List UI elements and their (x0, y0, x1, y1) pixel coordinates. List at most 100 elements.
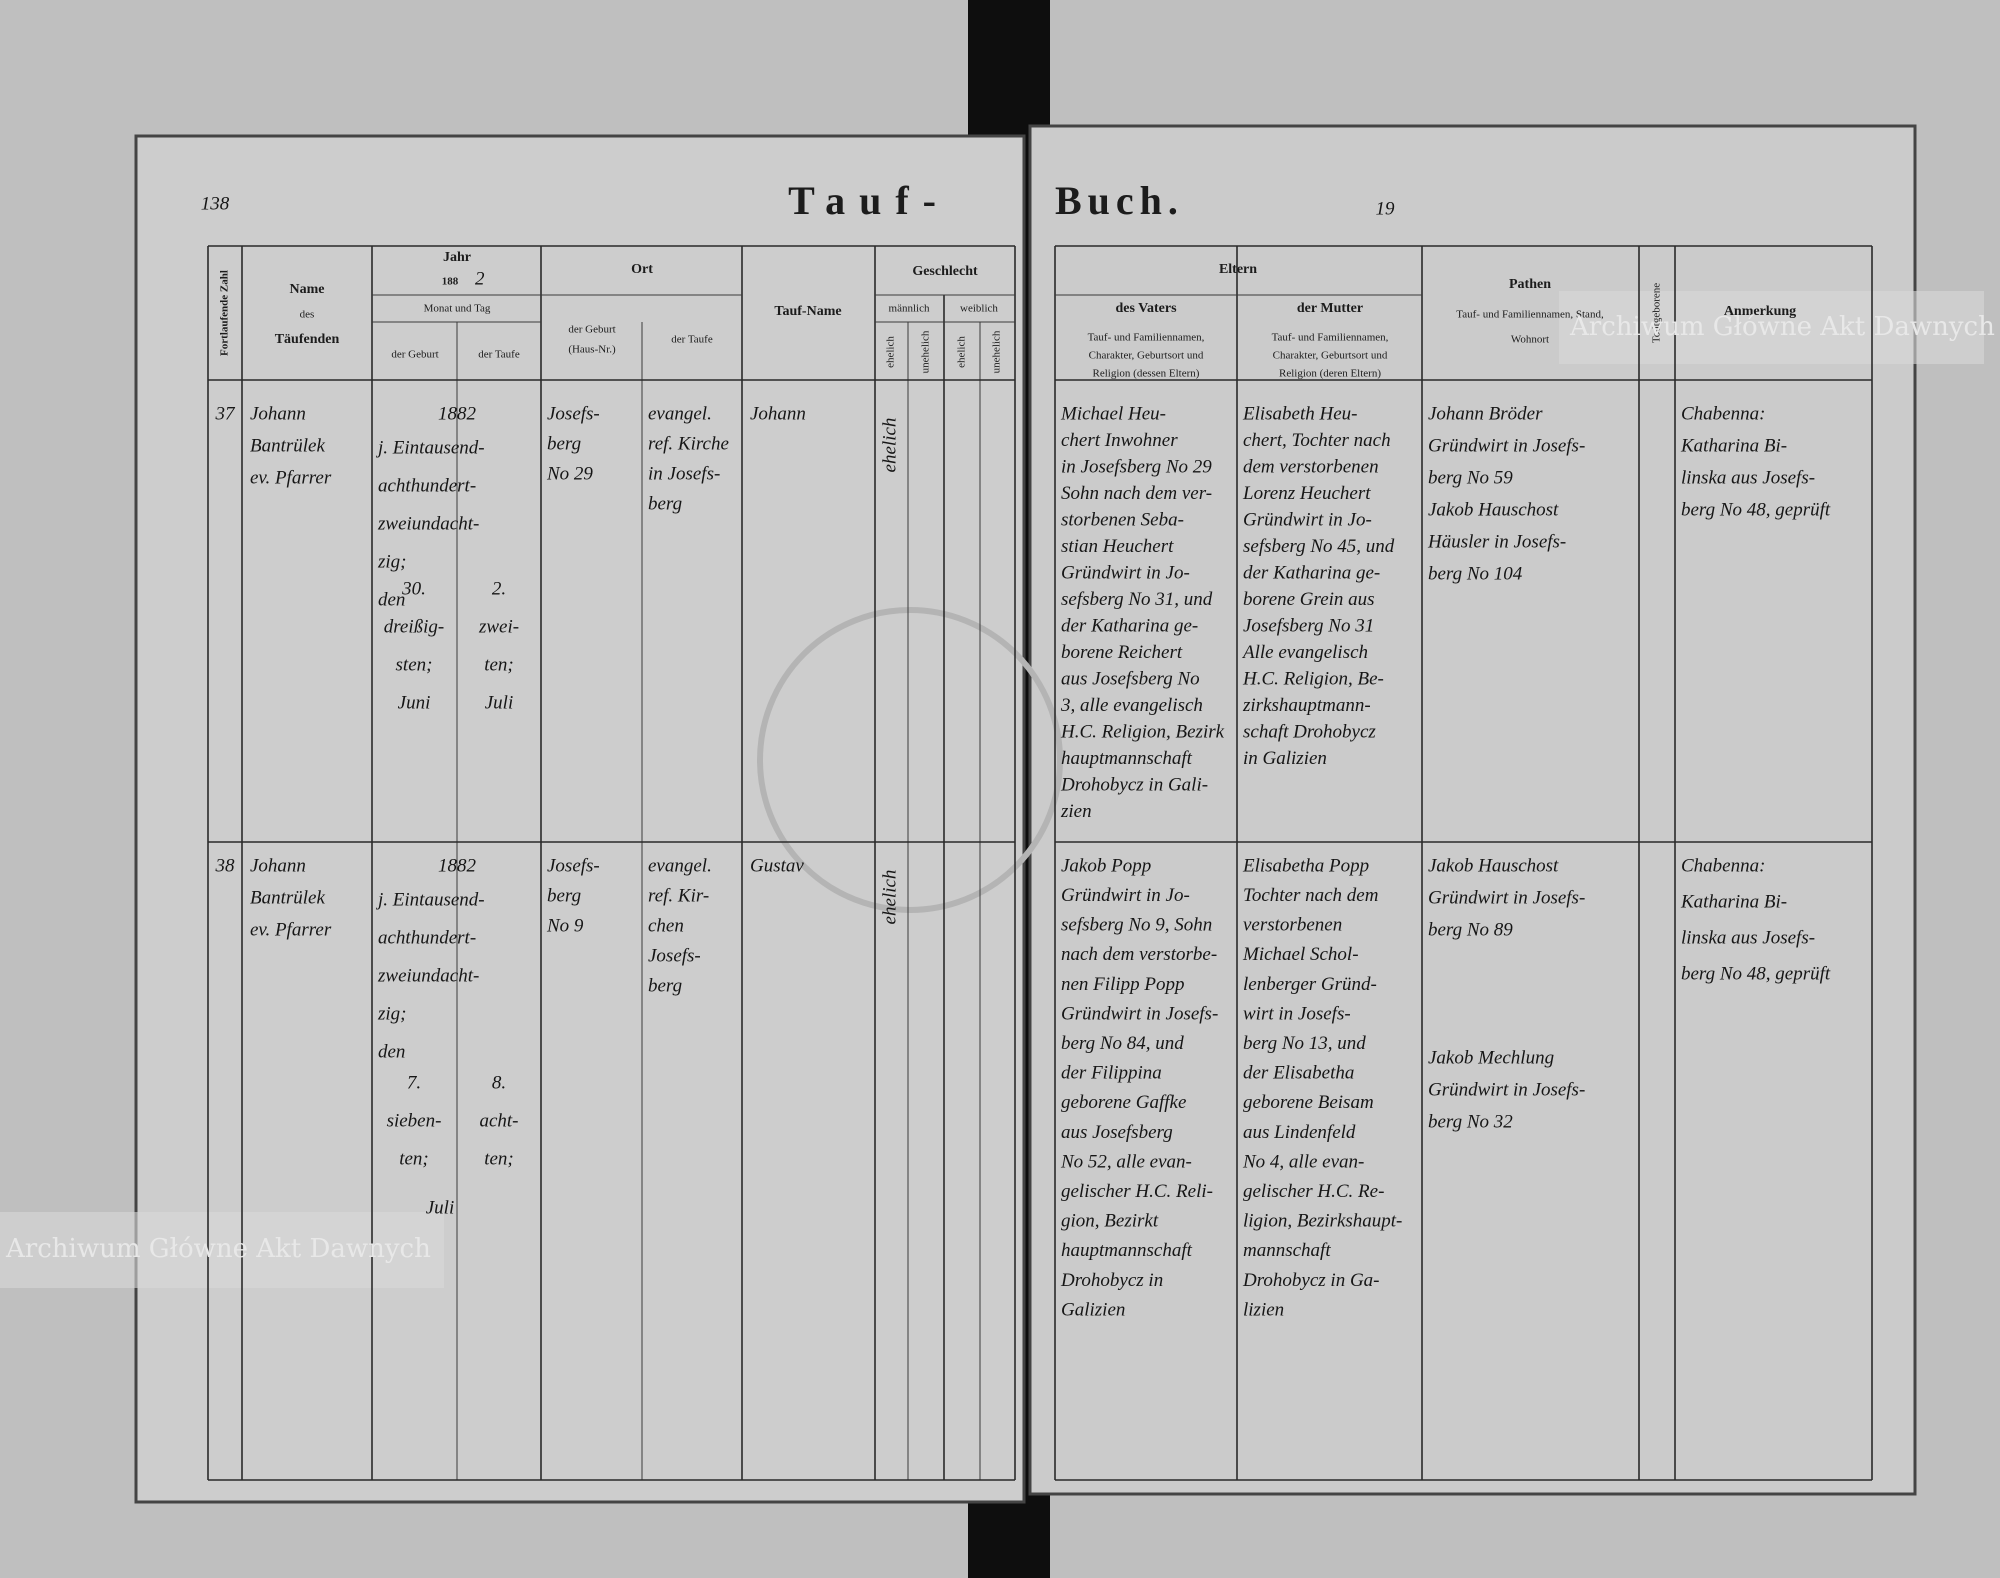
column-header: Charakter, Geburtsort und (1089, 350, 1204, 362)
column-header: Wohnort (1511, 334, 1549, 346)
entry-date-words: achthundert- (378, 475, 476, 496)
entry-birth: ten; (399, 1148, 429, 1169)
entry-father: No 52, alle evan- (1060, 1151, 1192, 1172)
entry-godparent: berg No 32 (1428, 1111, 1513, 1132)
entry-place-baptism: evangel. (648, 403, 712, 424)
column-header: des Vaters (1115, 301, 1177, 316)
column-header: 188 (442, 276, 459, 288)
entry-father: nach dem verstorbe- (1061, 944, 1217, 965)
entry-godparent: Johann Bröder (1428, 403, 1543, 424)
entry-name: ev. Pfarrer (250, 919, 332, 940)
entry-mother: lenberger Gründ- (1243, 974, 1377, 995)
column-header: Geschlecht (912, 264, 978, 279)
entry-godparent: Gründwirt in Josefs- (1428, 1079, 1585, 1100)
entry-date-words: j. Eintausend- (375, 437, 485, 458)
page-number: 19 (1376, 198, 1396, 219)
entry-birth: dreißig- (384, 616, 445, 637)
entry-legitimacy: ehelich (879, 418, 900, 473)
page-title: Tauf- (788, 178, 950, 223)
column-header: Fortlaufende Zahl (219, 270, 231, 356)
entry-remarks: linska aus Josefs- (1681, 927, 1815, 948)
entry-mother: gelischer H.C. Re- (1243, 1181, 1384, 1202)
column-header: ehelich (885, 336, 897, 368)
entry-place-baptism: ref. Kirche (648, 433, 729, 454)
page-number: 138 (201, 193, 230, 214)
entry-remarks: Chabenna: (1681, 403, 1765, 424)
watermark-box (1559, 291, 1984, 364)
column-header: Todtgeborene (1651, 283, 1663, 343)
entry-mother: verstorbenen (1243, 915, 1342, 936)
entry-date-words: den (378, 589, 405, 610)
entry-father: Drohobycz in (1060, 1270, 1163, 1291)
entry-father: Gründwirt in Jo- (1061, 562, 1190, 583)
entry-baptism: ten; (484, 1148, 514, 1169)
entry-father: der Filippina (1061, 1063, 1162, 1084)
entry-date-words: zweiundacht- (377, 513, 479, 534)
entry-father: hauptmannschaft (1061, 1240, 1193, 1261)
entry-remarks: linska aus Josefs- (1681, 467, 1815, 488)
entry-father: gelischer H.C. Reli- (1061, 1181, 1213, 1202)
entry-father: zien (1060, 801, 1092, 822)
entry-name: Bantrülek (250, 887, 325, 908)
entry-father: in Josefsberg No 29 (1061, 456, 1212, 477)
entry-father: Gründwirt in Jo- (1061, 885, 1190, 906)
entry-baptism: ten; (484, 654, 514, 675)
entry-father: berg No 84, und (1061, 1033, 1184, 1054)
handwritten: 2 (475, 268, 485, 289)
entry-remarks: berg No 48, geprüft (1681, 499, 1831, 520)
column-header: des (300, 309, 315, 321)
column-header: der Taufe (478, 349, 520, 361)
column-header: Monat und Tag (424, 303, 491, 315)
entry-mother: der Elisabetha (1243, 1063, 1354, 1084)
entry-mother: lizien (1243, 1299, 1284, 1320)
column-header: unehelich (920, 330, 932, 373)
entry-father: Jakob Popp (1061, 855, 1151, 876)
entry-father: geborene Gaffke (1061, 1092, 1186, 1113)
entry-mother: Elisabetha Popp (1242, 855, 1369, 876)
column-header: Täufenden (275, 332, 340, 347)
entry-father: Drohobycz in Gali- (1060, 774, 1208, 795)
entry-number: 38 (215, 855, 236, 876)
entry-father: H.C. Religion, Bezirk (1060, 721, 1225, 742)
entry-place-baptism: chen (648, 915, 684, 936)
column-header: (Haus-Nr.) (568, 344, 616, 356)
entry-place-baptism: berg (648, 493, 682, 514)
entry-place-birth: Josefs- (547, 855, 600, 876)
entry-mother: Elisabeth Heu- (1242, 403, 1358, 424)
entry-mother: Lorenz Heuchert (1242, 483, 1371, 504)
column-header: Tauf- und Familiennamen, (1272, 332, 1389, 344)
entry-father: chert Inwohner (1061, 430, 1178, 451)
column-header: Ort (631, 262, 653, 277)
column-header: weiblich (960, 303, 998, 315)
entry-godparent: Jakob Hauschost (1428, 855, 1559, 876)
entry-godparent: Gründwirt in Josefs- (1428, 435, 1585, 456)
column-header: der Geburt (568, 324, 615, 336)
entry-place-baptism: in Josefs- (648, 463, 720, 484)
entry-birth: 7. (407, 1072, 421, 1093)
entry-mother: dem verstorbenen (1243, 456, 1379, 477)
column-header: Eltern (1219, 262, 1257, 277)
column-header: Charakter, Geburtsort und (1273, 350, 1388, 362)
entry-place-baptism: ref. Kir- (648, 885, 709, 906)
column-header: Tauf- und Familiennamen, Stand, (1456, 309, 1604, 321)
entry-name: Johann (250, 403, 306, 424)
entry-date-words: j. Eintausend- (375, 889, 485, 910)
entry-name: Bantrülek (250, 435, 325, 456)
archive-stamp (757, 607, 1063, 913)
entry-mother: borene Grein aus (1243, 589, 1375, 610)
watermark: Archiwum Główne Akt Dawnych (1569, 312, 1995, 342)
entry-legitimacy: ehelich (879, 870, 900, 925)
entry-father: der Katharina ge- (1061, 615, 1198, 636)
entry-place-baptism: Josefs- (648, 945, 701, 966)
column-header: der Mutter (1297, 301, 1363, 316)
entry-father: sefsberg No 31, und (1061, 589, 1213, 610)
entry-year: 1882 (438, 403, 477, 424)
column-header: Religion (deren Eltern) (1279, 368, 1381, 380)
entry-date-words: zweiundacht- (377, 965, 479, 986)
entry-godparent: berg No 59 (1428, 467, 1513, 488)
entry-mother: in Galizien (1243, 748, 1327, 769)
entry-mother: Gründwirt in Jo- (1243, 509, 1372, 530)
entry-mother: ligion, Bezirkshaupt- (1243, 1211, 1402, 1232)
entry-name: ev. Pfarrer (250, 467, 332, 488)
